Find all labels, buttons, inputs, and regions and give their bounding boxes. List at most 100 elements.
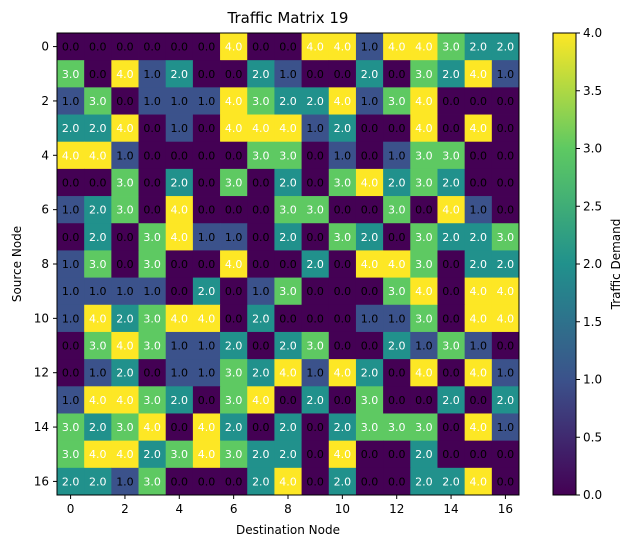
heatmap-cell <box>491 33 520 61</box>
heatmap-cell <box>355 413 384 442</box>
cell-value-label: 0.0 <box>442 258 460 271</box>
heatmap-cell <box>301 331 330 360</box>
heatmap-cell <box>220 304 248 333</box>
heatmap-cell <box>220 331 248 360</box>
cell-value-label: 2.0 <box>306 394 324 407</box>
heatmap-cell <box>464 250 493 278</box>
cell-value-label: 0.0 <box>252 176 270 189</box>
cell-value-label: 1.0 <box>198 231 216 244</box>
heatmap-cell <box>437 304 466 333</box>
cell-value-label: 1.0 <box>252 285 270 298</box>
heatmap-cell <box>138 87 167 115</box>
heatmap-cell <box>437 223 466 251</box>
heatmap-cell <box>84 304 112 333</box>
cell-value-label: 0.0 <box>171 285 189 298</box>
heatmap-cell <box>247 168 275 197</box>
heatmap-cell <box>138 168 167 197</box>
cell-value-label: 1.0 <box>171 340 189 353</box>
cell-value-label: 3.0 <box>225 176 243 189</box>
heatmap-cell <box>247 440 275 469</box>
cell-value-label: 1.0 <box>497 68 515 81</box>
cell-value-label: 2.0 <box>171 394 189 407</box>
cell-value-label: 3.0 <box>89 258 107 271</box>
cell-value-label: 1.0 <box>497 421 515 434</box>
cell-value-label: 2.0 <box>361 68 379 81</box>
cell-value-label: 0.0 <box>116 231 134 244</box>
cell-value-label: 4.0 <box>469 367 487 380</box>
cell-value-label: 0.0 <box>415 394 433 407</box>
cell-value-label: 0.0 <box>225 149 243 162</box>
heatmap-cell <box>410 196 438 224</box>
x-tick-label: 4 <box>175 502 183 516</box>
cell-value-label: 4.0 <box>415 367 433 380</box>
cell-value-label: 0.0 <box>225 312 243 325</box>
heatmap-cell <box>383 277 411 306</box>
heatmap-cell <box>192 196 221 224</box>
heatmap-cell <box>220 386 248 414</box>
cell-value-label: 1.0 <box>62 394 80 407</box>
heatmap-cell <box>138 413 167 442</box>
heatmap-cell <box>274 141 302 170</box>
heatmap-cell <box>138 304 167 333</box>
cell-value-label: 4.0 <box>415 41 433 54</box>
cell-value-label: 2.0 <box>252 475 270 488</box>
cell-value-label: 3.0 <box>361 421 379 434</box>
cell-value-label: 0.0 <box>116 95 134 108</box>
heatmap-cell <box>165 304 194 333</box>
x-tick-label: 0 <box>67 502 75 516</box>
heatmap-cell <box>464 223 493 251</box>
heatmap-cell <box>301 33 330 61</box>
cell-value-label: 0.0 <box>198 149 216 162</box>
cell-value-label: 0.0 <box>198 68 216 81</box>
cell-value-label: 3.0 <box>143 475 161 488</box>
heatmap-cell <box>355 141 384 170</box>
cell-value-label: 2.0 <box>497 394 515 407</box>
cell-value-label: 0.0 <box>89 68 107 81</box>
heatmap-cell <box>111 277 139 306</box>
heatmap-cell <box>192 114 221 143</box>
cell-value-label: 2.0 <box>388 176 406 189</box>
cell-value-label: 3.0 <box>361 394 379 407</box>
cell-value-label: 0.0 <box>497 122 515 135</box>
heatmap-cell <box>84 386 112 414</box>
heatmap-cell <box>383 331 411 360</box>
y-tick-label: 4 <box>41 148 49 162</box>
heatmap-cell <box>192 304 221 333</box>
heatmap-cell <box>437 60 466 88</box>
cell-value-label: 1.0 <box>497 367 515 380</box>
heatmap-cell <box>328 87 357 115</box>
y-tick-label: 6 <box>41 203 49 217</box>
heatmap-cell <box>84 33 112 61</box>
cell-value-label: 2.0 <box>442 394 460 407</box>
heatmap-cell <box>355 386 384 414</box>
cell-value-label: 1.0 <box>361 41 379 54</box>
heatmap-cell <box>192 223 221 251</box>
cell-value-label: 3.0 <box>225 367 243 380</box>
heatmap-cell <box>410 277 438 306</box>
heatmap-cell <box>383 196 411 224</box>
cell-value-label: 0.0 <box>334 204 352 217</box>
cell-value-label: 0.0 <box>279 312 297 325</box>
cell-value-label: 0.0 <box>143 41 161 54</box>
heatmap-cell <box>220 359 248 387</box>
cell-value-label: 3.0 <box>116 176 134 189</box>
cell-value-label: 0.0 <box>497 448 515 461</box>
heatmap-cell <box>220 467 248 496</box>
heatmap-cell <box>247 277 275 306</box>
heatmap-cell <box>464 87 493 115</box>
cell-value-label: 0.0 <box>143 367 161 380</box>
cell-value-label: 1.0 <box>62 258 80 271</box>
heatmap-cell <box>328 331 357 360</box>
cell-value-label: 2.0 <box>279 231 297 244</box>
heatmap-cell <box>491 60 520 88</box>
heatmap-cell <box>328 304 357 333</box>
cell-value-label: 0.0 <box>198 394 216 407</box>
cell-value-label: 0.0 <box>89 41 107 54</box>
cell-value-label: 3.0 <box>306 204 324 217</box>
heatmap-cell <box>138 33 167 61</box>
cell-value-label: 4.0 <box>198 448 216 461</box>
cell-value-label: 1.0 <box>388 149 406 162</box>
heatmap-cell <box>274 60 302 88</box>
heatmap-cell <box>491 304 520 333</box>
cell-value-label: 3.0 <box>143 394 161 407</box>
